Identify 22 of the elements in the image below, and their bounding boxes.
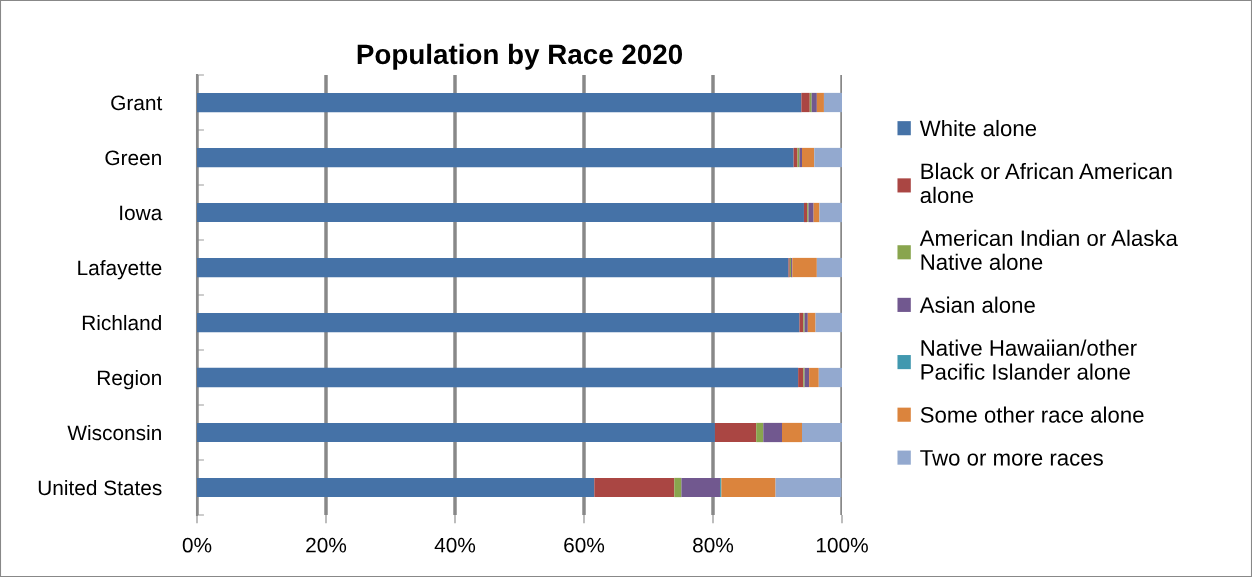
y-tick-label: Lafayette bbox=[78, 259, 162, 280]
y-tick-label: United States bbox=[38, 479, 162, 496]
legend-label: Two or more races bbox=[920, 450, 1103, 466]
y-tick-label: Richland bbox=[82, 314, 161, 331]
y-tick-label: Wisconsin bbox=[67, 424, 161, 441]
legend-label: Asian alone bbox=[919, 296, 1035, 313]
x-tick-label: 0% bbox=[182, 537, 212, 553]
legend-label: Native Hawaiian/other Pacific Islander alone bbox=[921, 339, 1137, 380]
x-tick-label: 60% bbox=[564, 537, 605, 553]
legend-label: White alone bbox=[919, 119, 1037, 137]
y-tick-label: Grant bbox=[111, 95, 163, 111]
chart-title: Population by Race 2020 bbox=[357, 43, 683, 70]
x-tick-label: 80% bbox=[693, 537, 734, 553]
legend-label: American Indian or Alaska Native alone bbox=[919, 229, 1178, 270]
x-tick-label: 100% bbox=[816, 537, 868, 553]
legend-label: Some other race alone bbox=[920, 406, 1144, 423]
y-tick-label: Iowa bbox=[120, 205, 163, 221]
y-tick-label: Green bbox=[105, 150, 161, 166]
x-tick-label: 20% bbox=[306, 537, 347, 553]
x-tick-label: 40% bbox=[434, 537, 476, 553]
y-tick-label: Region bbox=[97, 369, 161, 390]
legend-label: Black or African American alone bbox=[920, 162, 1172, 204]
